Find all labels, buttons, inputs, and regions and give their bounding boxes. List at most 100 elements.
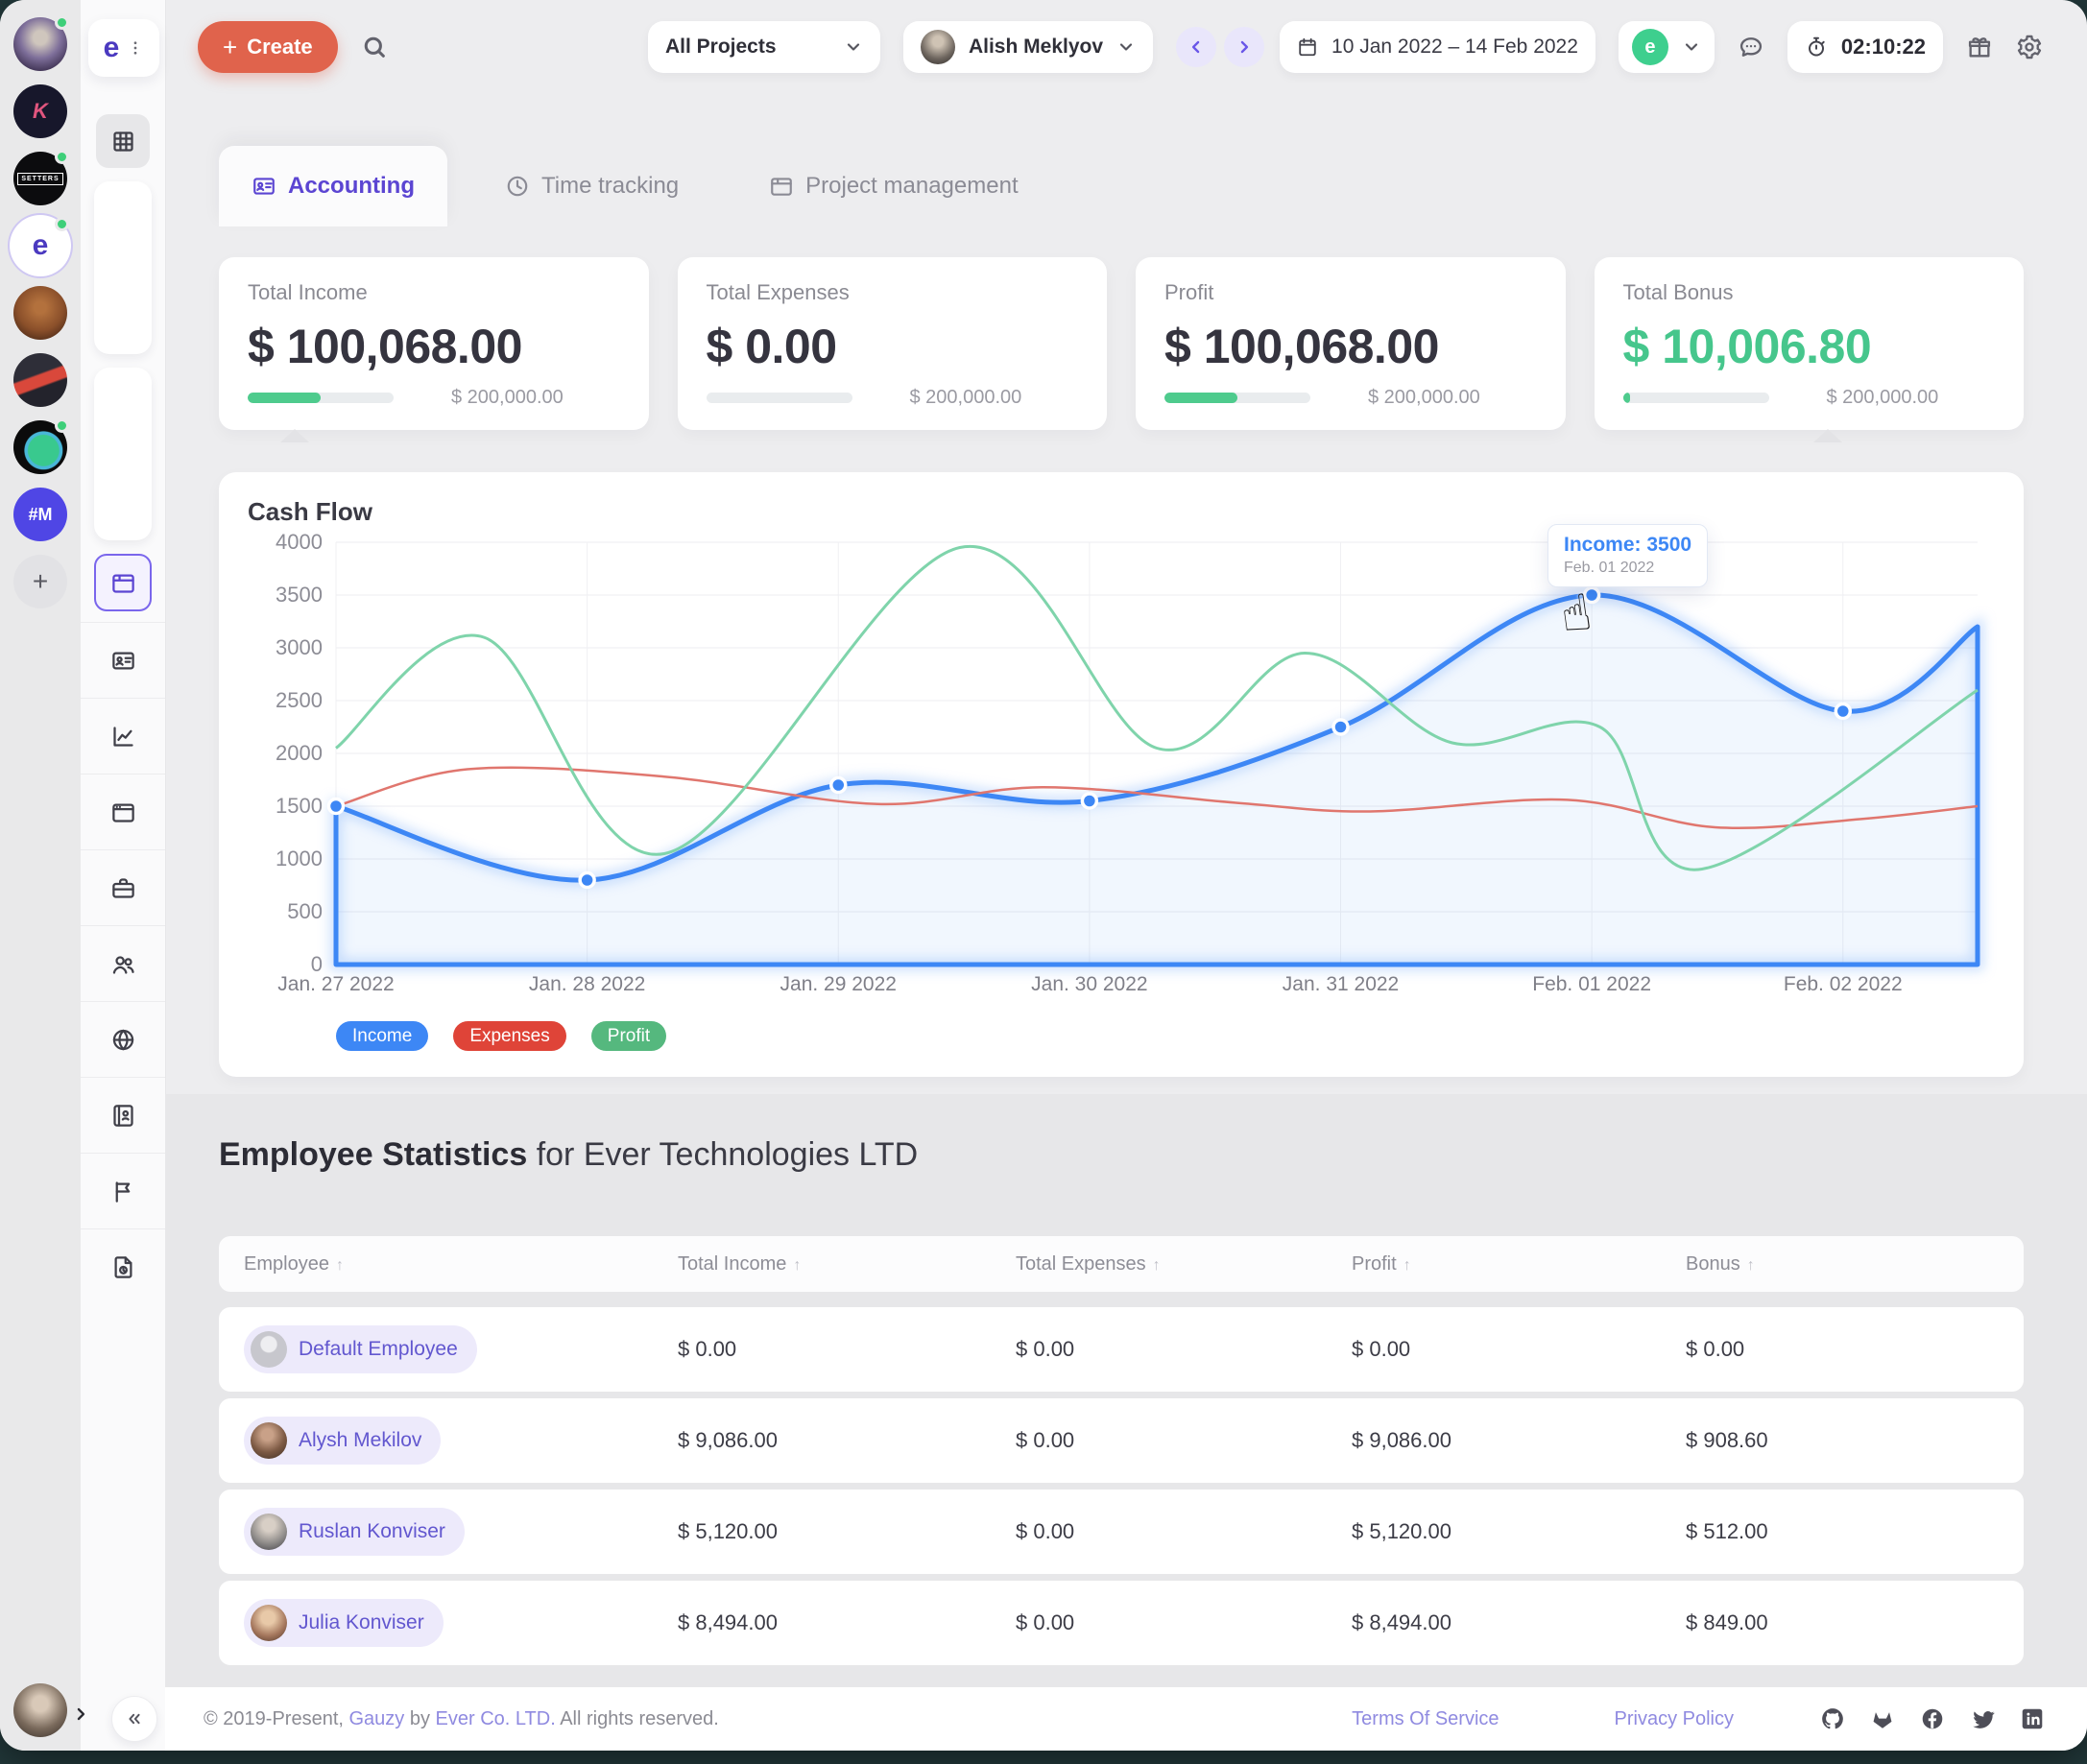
column-header-bonus[interactable]: Bonus ↑ <box>1686 1252 1755 1275</box>
employee-name-pill[interactable]: Ruslan Konviser <box>244 1508 465 1556</box>
employee-name-pill[interactable]: Default Employee <box>244 1325 477 1373</box>
ever-co-link[interactable]: Ever Co. LTD. <box>435 1707 556 1729</box>
date-prev-button[interactable] <box>1176 27 1217 67</box>
cashflow-chart[interactable] <box>326 541 1984 971</box>
progress-track <box>1164 393 1310 403</box>
column-header-total-expenses[interactable]: Total Expenses ↑ <box>1016 1252 1161 1275</box>
support-chat-icon[interactable] <box>1738 34 1764 60</box>
timer-widget[interactable]: 02:10:22 <box>1787 21 1943 73</box>
progress-track <box>1622 393 1769 403</box>
workspace-avatar-6[interactable] <box>13 353 67 407</box>
workspace-avatar-2[interactable]: K <box>13 84 67 138</box>
employee-row-avatar <box>251 1605 287 1641</box>
tab-project-management[interactable]: Project management <box>736 146 1050 226</box>
y-tick-label: 500 <box>287 899 323 923</box>
projects-dropdown[interactable]: All Projects <box>647 21 880 73</box>
cell-bonus: $ 0.00 <box>1686 1337 1745 1361</box>
github-icon[interactable] <box>1820 1706 1845 1731</box>
workspace-avatar-7[interactable] <box>13 418 69 474</box>
linkedin-icon[interactable] <box>2020 1706 2045 1731</box>
workspace-bottom-avatar[interactable] <box>13 1683 67 1737</box>
column-header-profit[interactable]: Profit ↑ <box>1352 1252 1411 1275</box>
kpi-value: $ 10,006.80 <box>1622 320 1872 373</box>
cell-total-income: $ 9,086.00 <box>678 1428 778 1452</box>
rail-divider <box>81 1001 165 1002</box>
sidebar-collapse-button[interactable] <box>111 1696 157 1742</box>
sidebar-item-globe-icon[interactable] <box>96 1013 150 1066</box>
facebook-icon[interactable] <box>1920 1706 1945 1731</box>
rewards-gift-icon[interactable] <box>1966 34 1993 60</box>
employee-name-pill[interactable]: Alysh Mekilov <box>244 1417 442 1465</box>
card-caret <box>280 429 309 442</box>
sidebar-item-file-clock-icon[interactable] <box>96 1240 150 1294</box>
calendar-icon <box>1297 36 1318 58</box>
sidebar-item-flag-icon[interactable] <box>96 1164 150 1218</box>
module-icon-list <box>81 107 165 1300</box>
organization-dropdown[interactable]: e <box>1618 21 1715 73</box>
employee-statistics-heading: Employee Statistics for Ever Technologie… <box>219 1136 918 1174</box>
expand-rail-button[interactable] <box>71 1704 90 1728</box>
sidebar-item-window-top-icon[interactable] <box>96 785 150 839</box>
online-status-dot <box>55 217 69 231</box>
sort-arrow-icon: ↑ <box>1152 1256 1161 1274</box>
settings-gear-icon[interactable] <box>2016 34 2043 60</box>
app-logo-box[interactable]: e <box>88 19 159 77</box>
twitter-icon[interactable] <box>1970 1706 1995 1731</box>
kpi-card-profit[interactable]: Profit $ 100,068.00 $ 200,000.00 <box>1136 257 1566 430</box>
workspace-avatar-9[interactable]: + <box>13 555 67 608</box>
footer-links: Terms Of Service Privacy Policy <box>1352 1708 1734 1730</box>
sidebar-item-briefcase-icon[interactable] <box>96 861 150 915</box>
workspace-avatar-label: #M <box>28 505 53 524</box>
cell-profit: $ 0.00 <box>1352 1337 1411 1361</box>
footer-link-privacy-policy[interactable]: Privacy Policy <box>1614 1707 1734 1729</box>
table-row-ruslan-konviser[interactable]: Ruslan Konviser $ 5,120.00 $ 0.00 $ 5,120.0… <box>219 1490 2024 1574</box>
y-tick-label: 1000 <box>276 846 323 870</box>
employee-statistics-section: Employee Statistics for Ever Technologie… <box>165 1094 2087 1687</box>
date-range-picker[interactable]: 10 Jan 2022 – 14 Feb 2022 <box>1280 21 1595 73</box>
x-tick-label: Jan. 31 2022 <box>1282 973 1400 995</box>
legend-pill-expenses[interactable]: Expenses <box>453 1021 566 1051</box>
legend-pill-income[interactable]: Income <box>336 1021 429 1051</box>
sidebar-item-users-icon[interactable] <box>96 937 150 990</box>
kebab-menu-icon[interactable] <box>127 39 144 57</box>
table-row-default-employee[interactable]: Default Employee $ 0.00 $ 0.00 $ 0.00 $ 0.00 <box>219 1307 2024 1392</box>
kpi-card-total-expenses[interactable]: Total Expenses $ 0.00 $ 200,000.00 <box>677 257 1107 430</box>
table-row-julia-konviser[interactable]: Julia Konviser $ 8,494.00 $ 0.00 $ 8,494.00… <box>219 1581 2024 1665</box>
kpi-card-total-bonus[interactable]: Total Bonus $ 10,006.80 $ 200,000.00 <box>1594 257 2024 442</box>
sidebar-item-plus-circle-icon[interactable] <box>94 181 152 354</box>
kpi-cards: Total Income $ 100,068.00 $ 200,000.00 Tota… <box>219 257 2024 442</box>
search-icon[interactable] <box>361 34 388 60</box>
workspace-avatar-8[interactable]: #M <box>13 488 67 541</box>
date-next-button[interactable] <box>1224 27 1265 67</box>
workspace-avatar-5[interactable] <box>13 286 67 340</box>
workspace-avatar-4-selected[interactable]: e <box>13 217 69 273</box>
progress-fill <box>1622 393 1631 403</box>
cell-total-expenses: $ 0.00 <box>1016 1337 1075 1361</box>
column-header-total-income[interactable]: Total Income ↑ <box>678 1252 802 1275</box>
footer-link-terms-of-service[interactable]: Terms Of Service <box>1352 1707 1499 1729</box>
column-header-employee[interactable]: Employee ↑ <box>244 1252 344 1275</box>
workspace-avatar-3[interactable]: SETTERS <box>13 150 69 205</box>
sidebar-item-focus-icon[interactable] <box>94 368 152 540</box>
sidebar-item-chart-line-icon[interactable] <box>96 709 150 763</box>
gitlab-icon[interactable] <box>1870 1706 1895 1731</box>
tab-accounting[interactable]: Accounting <box>219 146 447 226</box>
sidebar-item-grid-icon[interactable] <box>96 114 150 168</box>
sidebar-item-contact-book-icon[interactable] <box>96 1088 150 1142</box>
gauzy-link[interactable]: Gauzy <box>348 1707 405 1729</box>
employee-name-pill[interactable]: Julia Konviser <box>244 1599 444 1647</box>
legend-pill-profit[interactable]: Profit <box>590 1021 667 1051</box>
create-button[interactable]: + Create <box>198 21 338 73</box>
workspace-avatar-1[interactable] <box>13 15 69 71</box>
employee-dropdown[interactable]: Alish Meklyov <box>902 21 1154 73</box>
create-button-label: Create <box>247 35 313 59</box>
kpi-card-total-income[interactable]: Total Income $ 100,068.00 $ 200,000.00 <box>219 257 649 442</box>
kpi-progress-row: $ 200,000.00 <box>706 387 1021 409</box>
tab-time-tracking[interactable]: Time tracking <box>472 146 711 226</box>
tooltip-date: Feb. 01 2022 <box>1564 560 1655 576</box>
sidebar-item-module-window-icon[interactable] <box>94 554 152 611</box>
employee-name: Julia Konviser <box>299 1611 424 1633</box>
user-avatar[interactable] <box>13 1683 67 1737</box>
table-row-alysh-mekilov[interactable]: Alysh Mekilov $ 9,086.00 $ 0.00 $ 9,086.00 $… <box>219 1398 2024 1483</box>
sidebar-item-id-card-icon[interactable] <box>96 633 150 687</box>
